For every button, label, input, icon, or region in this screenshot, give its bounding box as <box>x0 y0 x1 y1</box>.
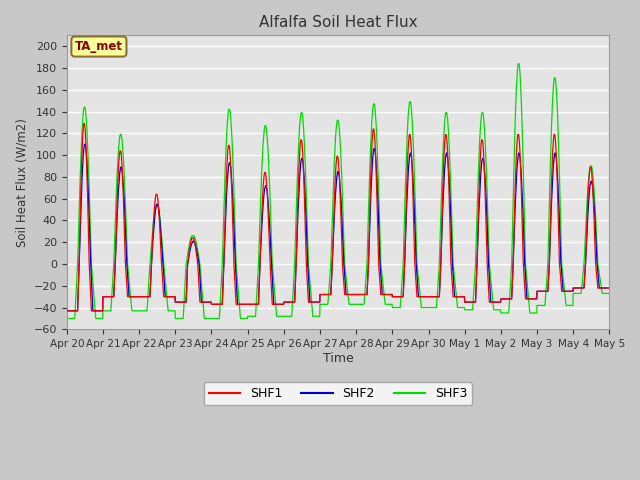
Title: Alfalfa Soil Heat Flux: Alfalfa Soil Heat Flux <box>259 15 417 30</box>
Text: TA_met: TA_met <box>75 40 123 53</box>
Legend: SHF1, SHF2, SHF3: SHF1, SHF2, SHF3 <box>204 383 472 406</box>
Y-axis label: Soil Heat Flux (W/m2): Soil Heat Flux (W/m2) <box>15 118 28 247</box>
X-axis label: Time: Time <box>323 352 353 365</box>
